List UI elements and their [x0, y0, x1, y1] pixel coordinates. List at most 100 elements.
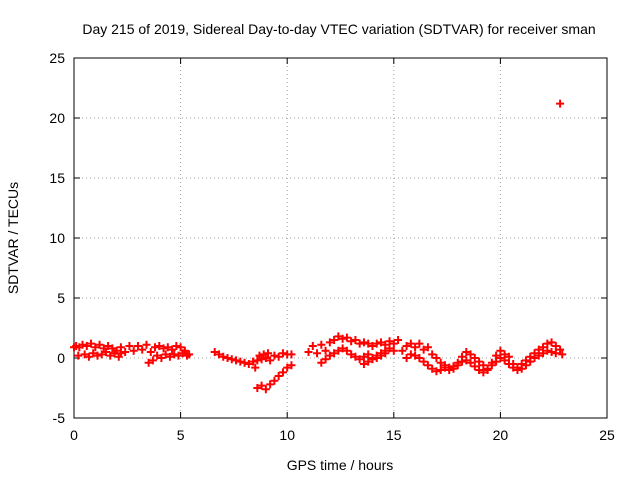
data-point — [227, 355, 236, 364]
data-point — [210, 348, 219, 356]
data-point — [466, 350, 475, 359]
data-point — [174, 351, 183, 360]
data-point — [381, 349, 390, 358]
data-point — [475, 366, 484, 374]
data-point — [500, 356, 509, 365]
data-point — [304, 348, 313, 356]
data-point — [347, 350, 356, 359]
data-point — [539, 349, 548, 358]
plot-frame — [73, 57, 608, 419]
data-point — [462, 348, 471, 356]
data-point — [509, 363, 518, 372]
data-point — [338, 334, 347, 343]
data-point — [244, 360, 253, 368]
data-point — [423, 361, 432, 370]
data-point — [338, 344, 347, 353]
y-tick-label: 5 — [57, 290, 65, 306]
data-point — [543, 339, 552, 348]
data-point — [479, 368, 488, 377]
x-tick-label: 10 — [279, 427, 295, 443]
data-point — [428, 350, 437, 359]
data-point — [406, 339, 415, 348]
data-point — [101, 348, 110, 356]
data-point — [342, 333, 351, 342]
data-point — [543, 346, 552, 355]
data-point — [411, 343, 420, 352]
data-point — [78, 340, 87, 349]
chart-title: Day 215 of 2019, Sidereal Day-to-day VTE… — [82, 21, 595, 37]
data-point — [551, 349, 560, 358]
data-point — [112, 346, 121, 355]
data-point — [556, 345, 565, 354]
data-point — [487, 361, 496, 370]
data-point — [432, 367, 441, 376]
data-point — [80, 350, 89, 359]
data-point — [180, 346, 189, 355]
data-point — [402, 342, 411, 350]
x-tick-label: 25 — [599, 427, 615, 443]
data-point — [428, 364, 437, 373]
data-point — [558, 350, 567, 359]
data-point — [313, 349, 322, 358]
data-point — [385, 344, 394, 353]
data-point — [172, 342, 181, 350]
data-point — [104, 342, 113, 350]
data-point — [106, 351, 115, 360]
data-point — [317, 358, 326, 367]
data-point — [266, 380, 275, 389]
data-point — [138, 345, 147, 354]
data-point — [483, 366, 492, 374]
data-point — [449, 364, 458, 373]
data-point — [394, 336, 403, 344]
data-point — [330, 349, 339, 358]
data-point — [74, 351, 83, 360]
data-point — [168, 345, 177, 354]
data-point — [121, 348, 130, 356]
data-point — [146, 348, 155, 356]
data-point — [82, 342, 91, 350]
data-point — [406, 350, 415, 359]
data-point — [475, 357, 484, 366]
data-point — [157, 354, 166, 362]
data-point — [372, 354, 381, 362]
data-point — [261, 354, 270, 362]
data-point — [402, 354, 411, 362]
data-point — [359, 352, 368, 361]
data-point — [385, 337, 394, 346]
data-point — [432, 354, 441, 362]
data-point — [249, 357, 258, 366]
data-point — [368, 342, 377, 350]
data-point — [526, 357, 535, 366]
data-point — [517, 364, 526, 373]
data-point — [278, 349, 287, 358]
data-point — [415, 339, 424, 348]
data-point — [270, 376, 279, 385]
data-point — [436, 366, 445, 374]
data-point — [462, 356, 471, 365]
y-tick-label: 10 — [49, 230, 65, 246]
data-point — [368, 355, 377, 364]
data-point — [445, 366, 454, 374]
data-point — [534, 351, 543, 360]
data-point — [458, 357, 467, 366]
data-point — [470, 362, 479, 371]
data-point — [116, 343, 125, 352]
data-point — [151, 343, 160, 352]
data-point — [436, 358, 445, 367]
data-point — [274, 352, 283, 361]
data-point — [84, 352, 93, 361]
data-point — [351, 336, 360, 344]
data-point — [108, 344, 117, 353]
data-point — [321, 355, 330, 364]
data-point — [521, 361, 530, 370]
data-point — [317, 340, 326, 349]
data-point — [513, 366, 522, 374]
data-series-sdtvar — [70, 99, 567, 394]
data-point — [556, 99, 565, 108]
data-point — [142, 340, 151, 349]
data-point — [89, 349, 98, 358]
y-tick-label: 25 — [49, 50, 65, 66]
data-point — [253, 384, 262, 392]
data-point — [359, 338, 368, 347]
